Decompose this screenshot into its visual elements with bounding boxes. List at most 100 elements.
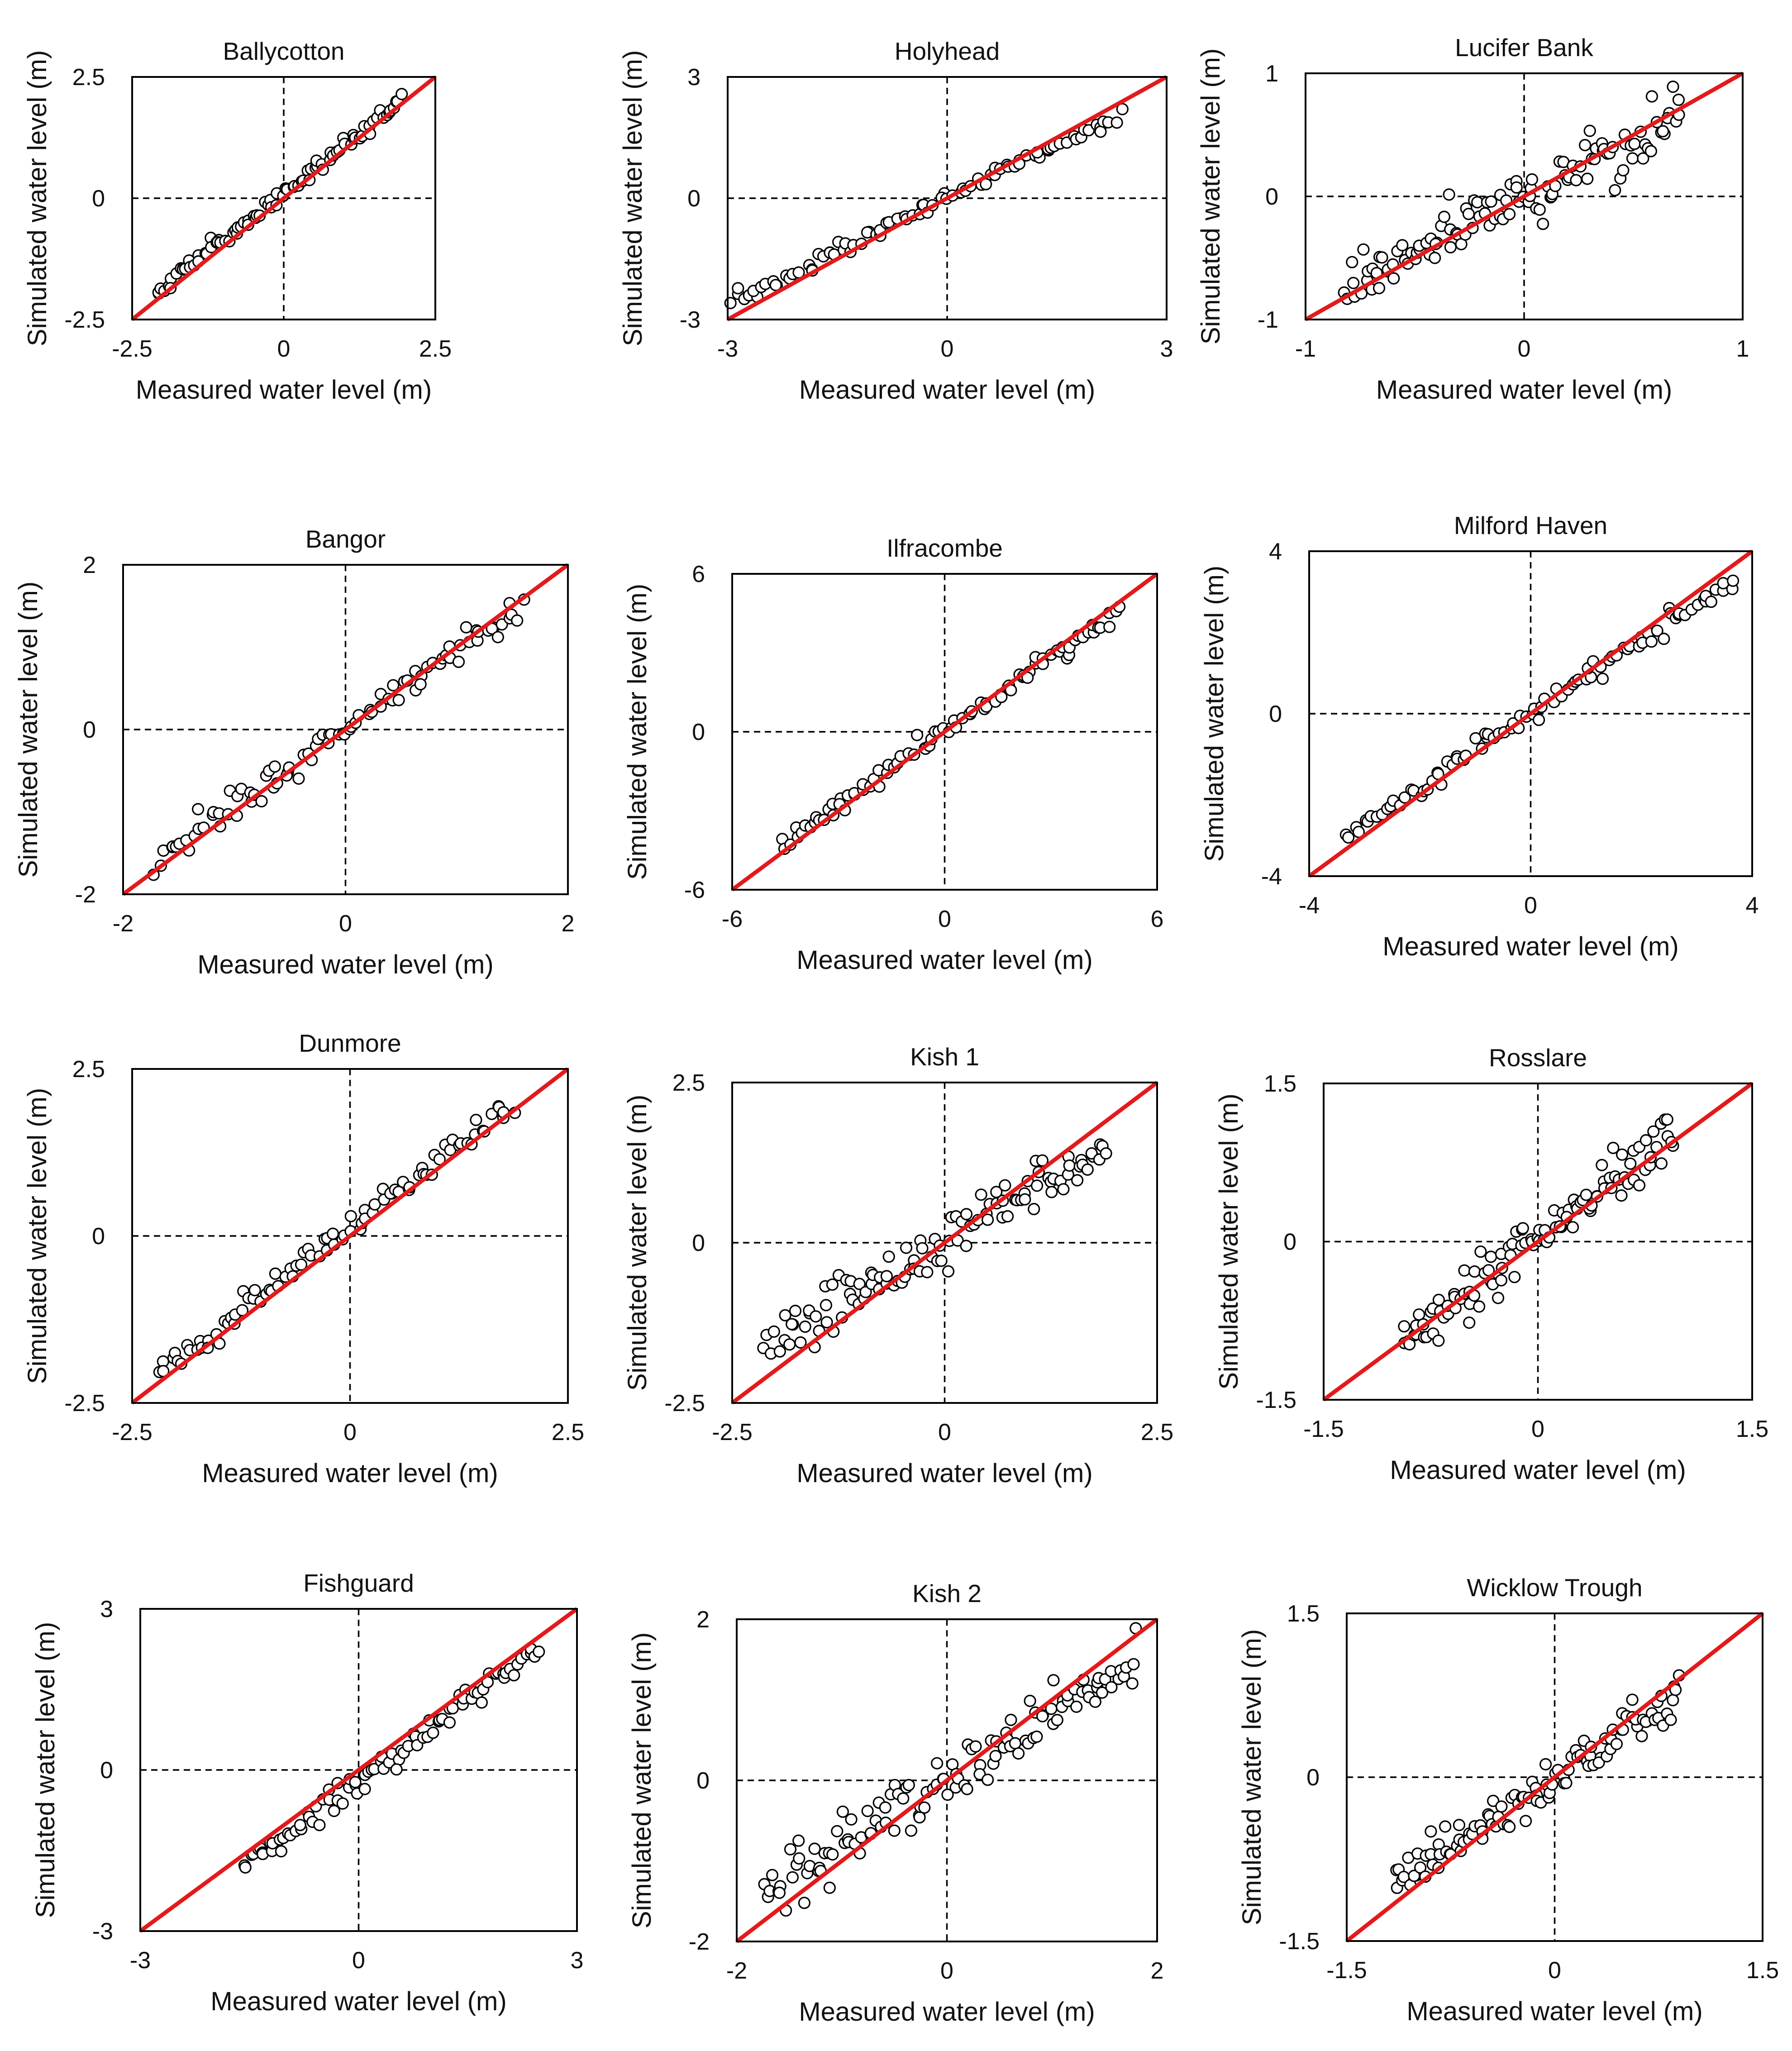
y-tick-label: -1.5 (1279, 1928, 1320, 1955)
data-point (269, 1267, 282, 1280)
y-axis-label: Simulated water level (m) (31, 1622, 60, 1918)
data-point (1503, 1821, 1516, 1833)
data-point (1070, 1700, 1083, 1713)
x-tick-label: 0 (938, 1419, 951, 1445)
data-point (1468, 1265, 1481, 1278)
data-point (779, 1309, 791, 1321)
x-tick-label: -2 (113, 911, 133, 937)
scatter-panel: Bangor -2 0 2 -2 0 2 Measured water level (m) Si… (14, 525, 574, 979)
data-point (1462, 208, 1475, 220)
y-tick-label: 2.5 (672, 1070, 705, 1096)
x-tick-label: -3 (717, 336, 738, 362)
x-tick-label: 3 (1160, 336, 1173, 362)
x-tick-label: 1.5 (1736, 1416, 1768, 1442)
x-axis-label: Measured water level (m) (799, 375, 1095, 405)
data-point (942, 1265, 955, 1278)
data-point (1645, 90, 1658, 103)
data-point (831, 1825, 844, 1837)
y-tick-label: -2.5 (64, 1390, 105, 1417)
x-tick-label: 2 (562, 911, 575, 937)
data-point (1610, 1738, 1623, 1751)
data-point (328, 1804, 340, 1817)
y-tick-label: -4 (1261, 863, 1282, 890)
data-point (470, 1114, 482, 1126)
data-point (1347, 277, 1360, 289)
data-points (152, 88, 408, 300)
data-point (1615, 1189, 1628, 1202)
y-tick-label: 4 (1269, 539, 1282, 565)
y-tick-label: 0 (92, 1223, 105, 1250)
data-point (882, 1250, 895, 1263)
data-point (1661, 1113, 1673, 1126)
data-point (1024, 1694, 1036, 1707)
data-point (773, 1886, 786, 1899)
y-tick-label: 0 (1283, 1229, 1296, 1255)
y-tick-label: -2.5 (64, 307, 105, 333)
panel-title: Milford Haven (1454, 511, 1607, 539)
panel-title: Lucifer Bank (1455, 33, 1593, 62)
data-point (792, 1834, 805, 1847)
data-point (1658, 632, 1670, 645)
x-axis-label: Measured water level (m) (1406, 1997, 1702, 2026)
data-point (916, 1242, 929, 1254)
plot-area-frame (731, 1082, 1158, 1404)
scatter-panel: Wicklow Trough -1.5 0 1.5 -1.5 0 1.5 Measured w… (1237, 1574, 1779, 2026)
data-point (961, 1783, 973, 1795)
y-axis-label: Simulated water level (m) (1237, 1629, 1267, 1925)
data-point (1485, 1250, 1497, 1263)
data-point (1705, 596, 1717, 608)
data-point (1581, 172, 1594, 185)
data-point (368, 1198, 381, 1211)
data-point (1036, 1154, 1049, 1167)
scatter-panel: Milford Haven -4 0 4 -4 0 4 Measured water leve… (1200, 511, 1759, 961)
data-point (1667, 1694, 1679, 1707)
data-point (433, 1153, 446, 1166)
data-point (460, 621, 472, 634)
data-point (960, 1208, 973, 1221)
y-tick-label: 1.5 (1287, 1601, 1320, 1627)
one-to-one-line (139, 1607, 578, 1933)
data-point (766, 1869, 779, 1881)
data-point (1510, 181, 1523, 194)
plot-area-frame (731, 573, 1158, 891)
x-tick-label: 0 (343, 1419, 357, 1445)
data-point (255, 795, 268, 808)
panel-title: Bangor (305, 525, 386, 553)
data-point (1651, 625, 1663, 637)
y-tick-label: 0 (100, 1757, 113, 1784)
scatter-panel: Kish 2 -2 0 2 -2 0 2 Measured water level (m) Si… (627, 1579, 1163, 2027)
data-point (387, 679, 400, 692)
y-tick-label: 0 (687, 186, 701, 212)
data-point (999, 1179, 1011, 1192)
y-tick-label: 2.5 (72, 1056, 105, 1083)
data-point (1583, 124, 1596, 137)
one-to-one-line (131, 75, 437, 321)
data-point (789, 1305, 802, 1317)
data-point (1617, 164, 1630, 176)
data-point (794, 1336, 807, 1349)
y-tick-label: -6 (684, 877, 705, 903)
y-axis-label: Simulated water level (m) (623, 1095, 652, 1391)
data-point (935, 1254, 948, 1267)
data-point (810, 1310, 822, 1323)
data-point (1525, 173, 1538, 186)
panel-title: Ballycotton (223, 37, 344, 65)
data-point (392, 694, 405, 706)
data-point (491, 631, 504, 644)
data-point (1414, 1861, 1427, 1874)
data-point (1127, 1658, 1140, 1670)
data-point (1019, 1193, 1031, 1206)
x-axis-label: Measured water level (m) (202, 1459, 498, 1488)
data-point (1537, 218, 1549, 230)
x-tick-label: 2.5 (419, 336, 452, 362)
data-point (1516, 1222, 1529, 1235)
data-point (1009, 1737, 1021, 1750)
x-tick-label: 0 (940, 1958, 953, 1984)
data-point (1596, 1159, 1608, 1171)
data-point (1508, 1271, 1521, 1283)
data-point (859, 1286, 872, 1298)
y-tick-label: 2.5 (72, 64, 105, 91)
x-tick-label: 0 (1518, 336, 1531, 362)
data-point (313, 1819, 326, 1832)
